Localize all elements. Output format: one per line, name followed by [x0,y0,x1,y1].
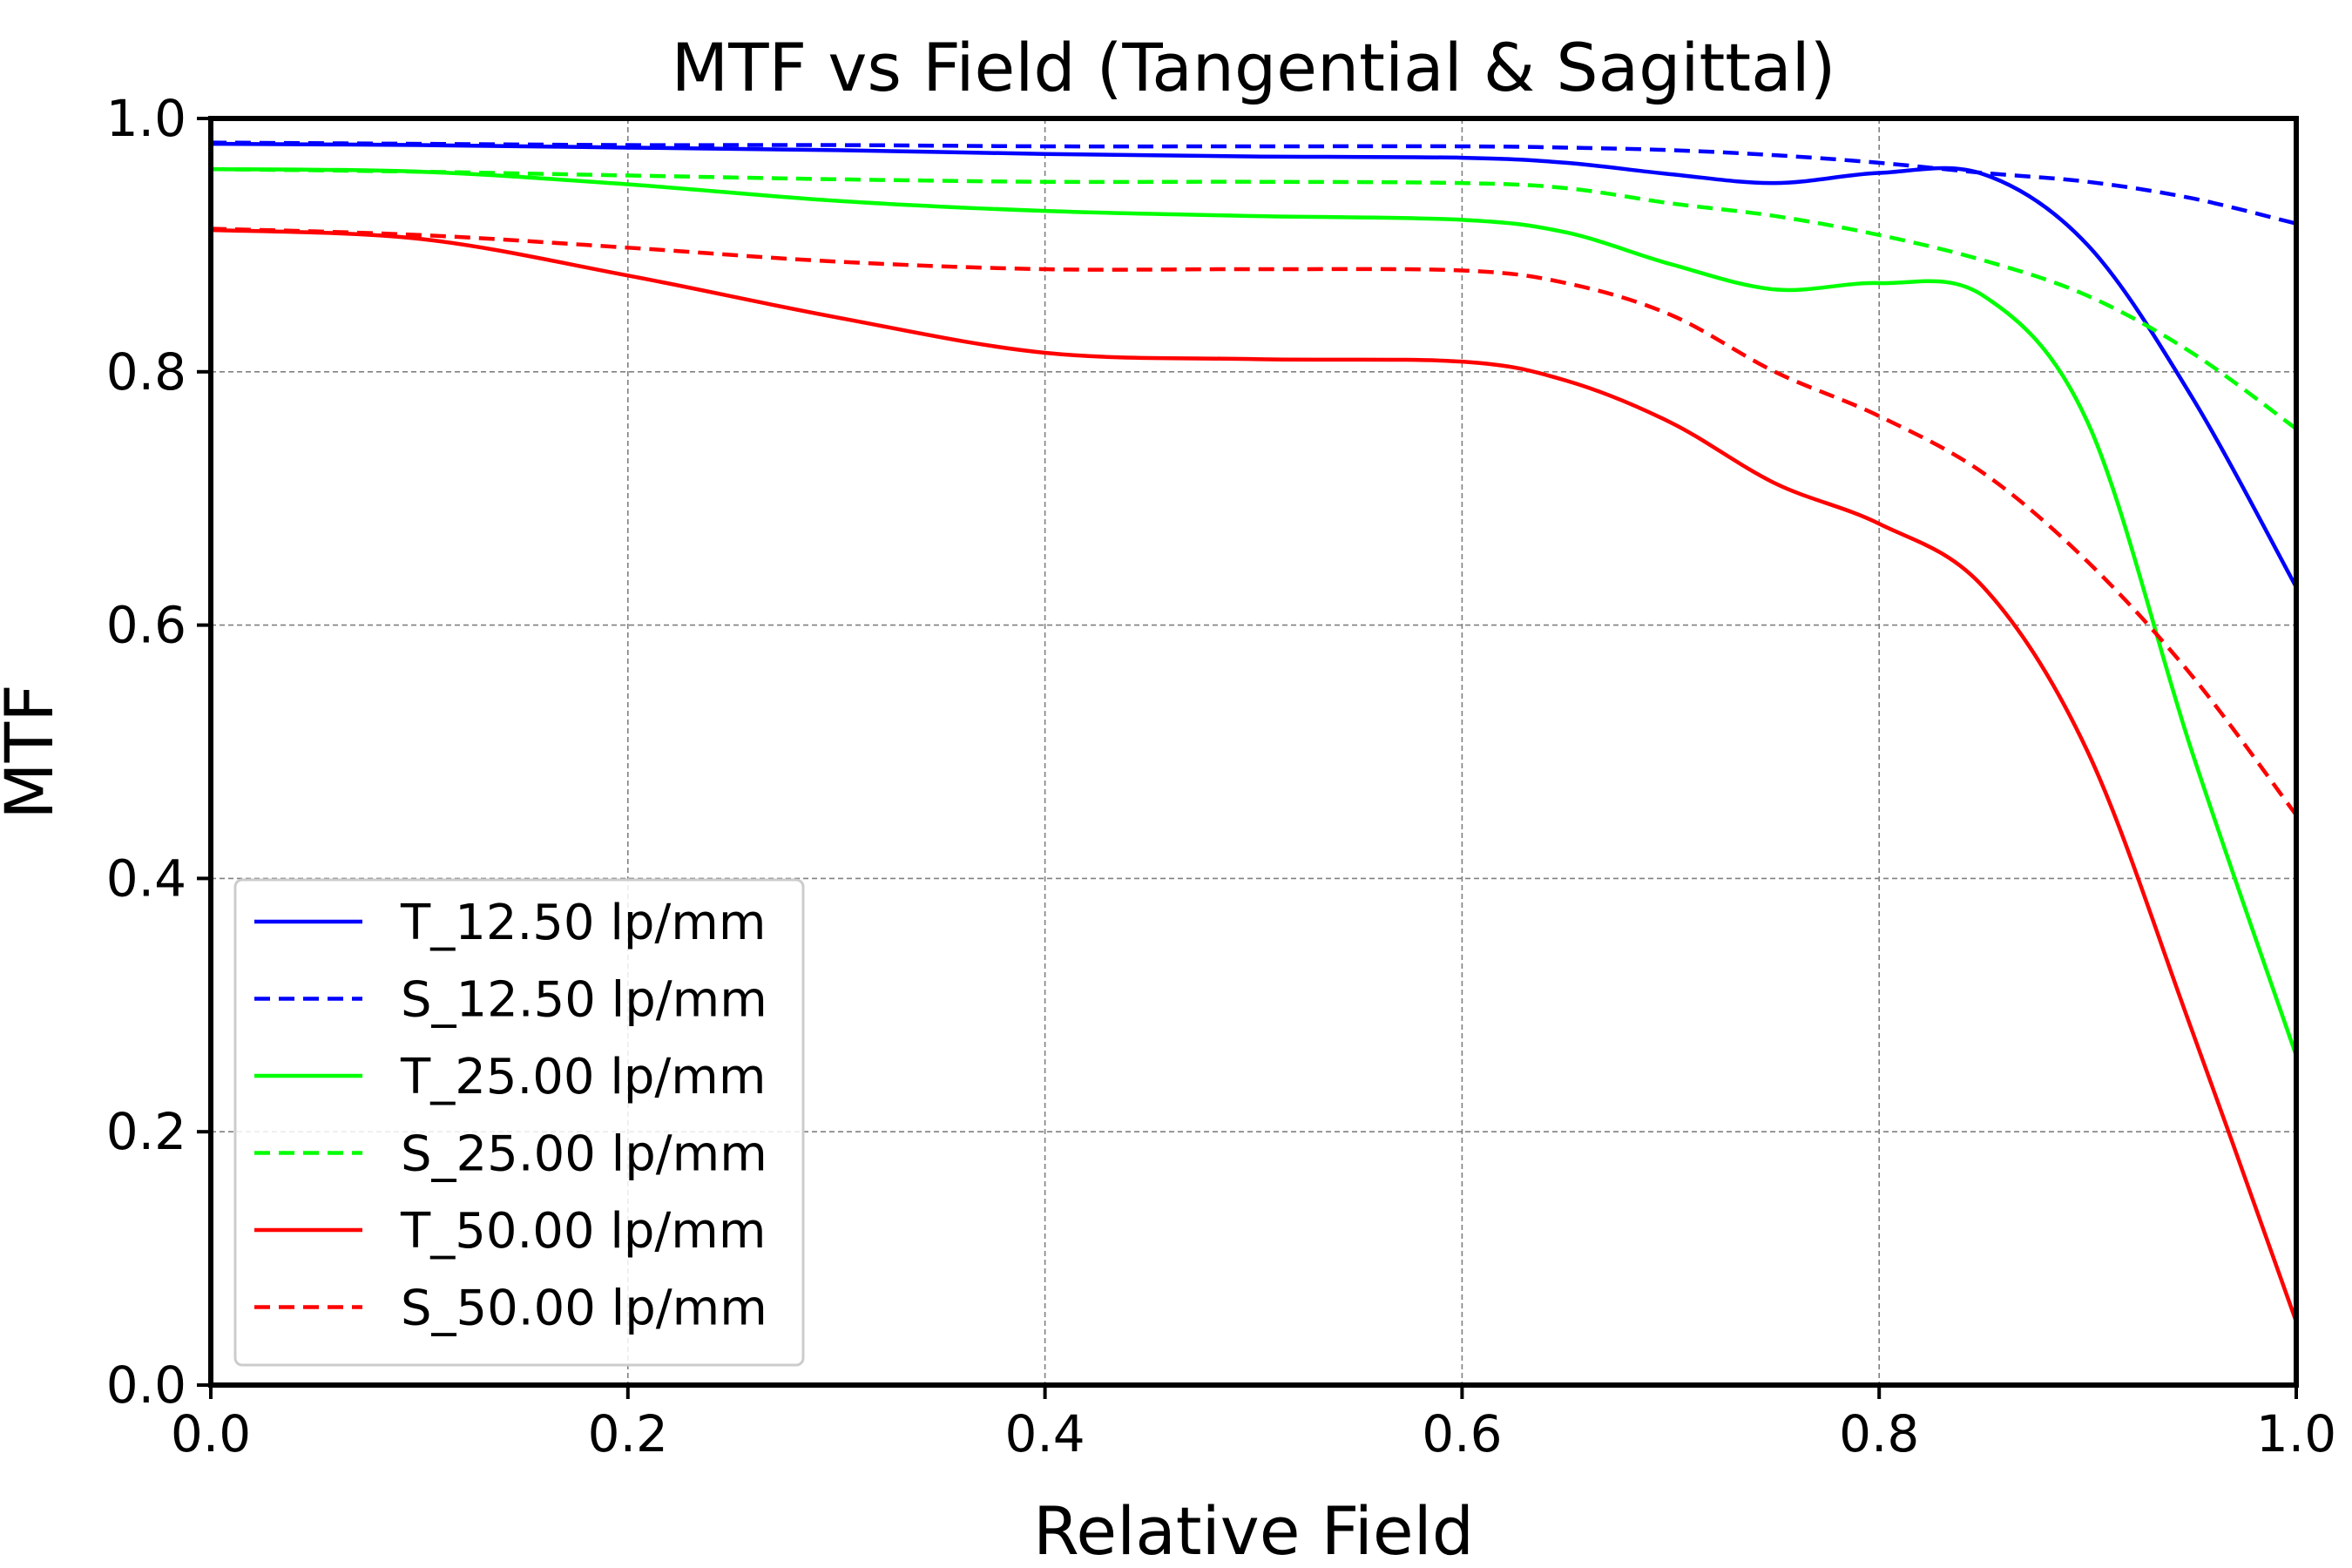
series-line-s-25-00-lp-mm [210,166,2298,431]
series-layer [210,140,2299,1323]
y-tick-label: 0.8 [106,342,186,402]
y-tick-label: 0.0 [106,1355,186,1415]
x-tick-label: 1.0 [2256,1404,2336,1463]
series-line-t-25-00-lp-mm [210,166,2299,1057]
x-tick-label: 0.0 [171,1404,251,1463]
legend-label: S_25.00 lp/mm [401,1126,767,1183]
y-tick-label: 0.4 [106,848,186,908]
chart-title: MTF vs Field (Tangential & Sagittal) [672,29,1836,106]
legend-box [233,878,805,1367]
x-tick-label: 0.2 [588,1404,668,1463]
x-axis-label: Relative Field [1033,1492,1474,1568]
y-tick-label: 0.2 [106,1102,186,1161]
plot-frame [208,116,2299,1388]
legend-label: T_25.00 lp/mm [400,1049,766,1105]
y-tick-label: 1.0 [106,89,186,148]
series-line-s-50-00-lp-mm [210,226,2298,817]
legend: T_12.50 lp/mm S_12.50 lp/mm T_25.00 lp/mm S… [233,878,805,1367]
x-tick-label: 0.4 [1004,1404,1085,1463]
y-axis-label: MTF [0,684,68,820]
legend-label: S_50.00 lp/mm [401,1281,767,1337]
tick-layer: 0.0 0.2 0.4 0.6 0.8 1.0 0.0 0.2 0.4 0.6 0.8 1.0 [106,89,2336,1463]
series-line-t-12-50-lp-mm [210,141,2298,589]
x-tick-label: 0.6 [1422,1404,1502,1463]
series-line-t-50-00-lp-mm [210,227,2299,1323]
series-line-s-12-50-lp-mm [210,140,2297,226]
y-tick-label: 0.6 [106,596,186,655]
x-tick-label: 0.8 [1839,1404,1919,1463]
legend-label: T_12.50 lp/mm [400,895,766,951]
legend-label: T_50.00 lp/mm [400,1203,766,1260]
legend-label: S_12.50 lp/mm [401,972,767,1029]
